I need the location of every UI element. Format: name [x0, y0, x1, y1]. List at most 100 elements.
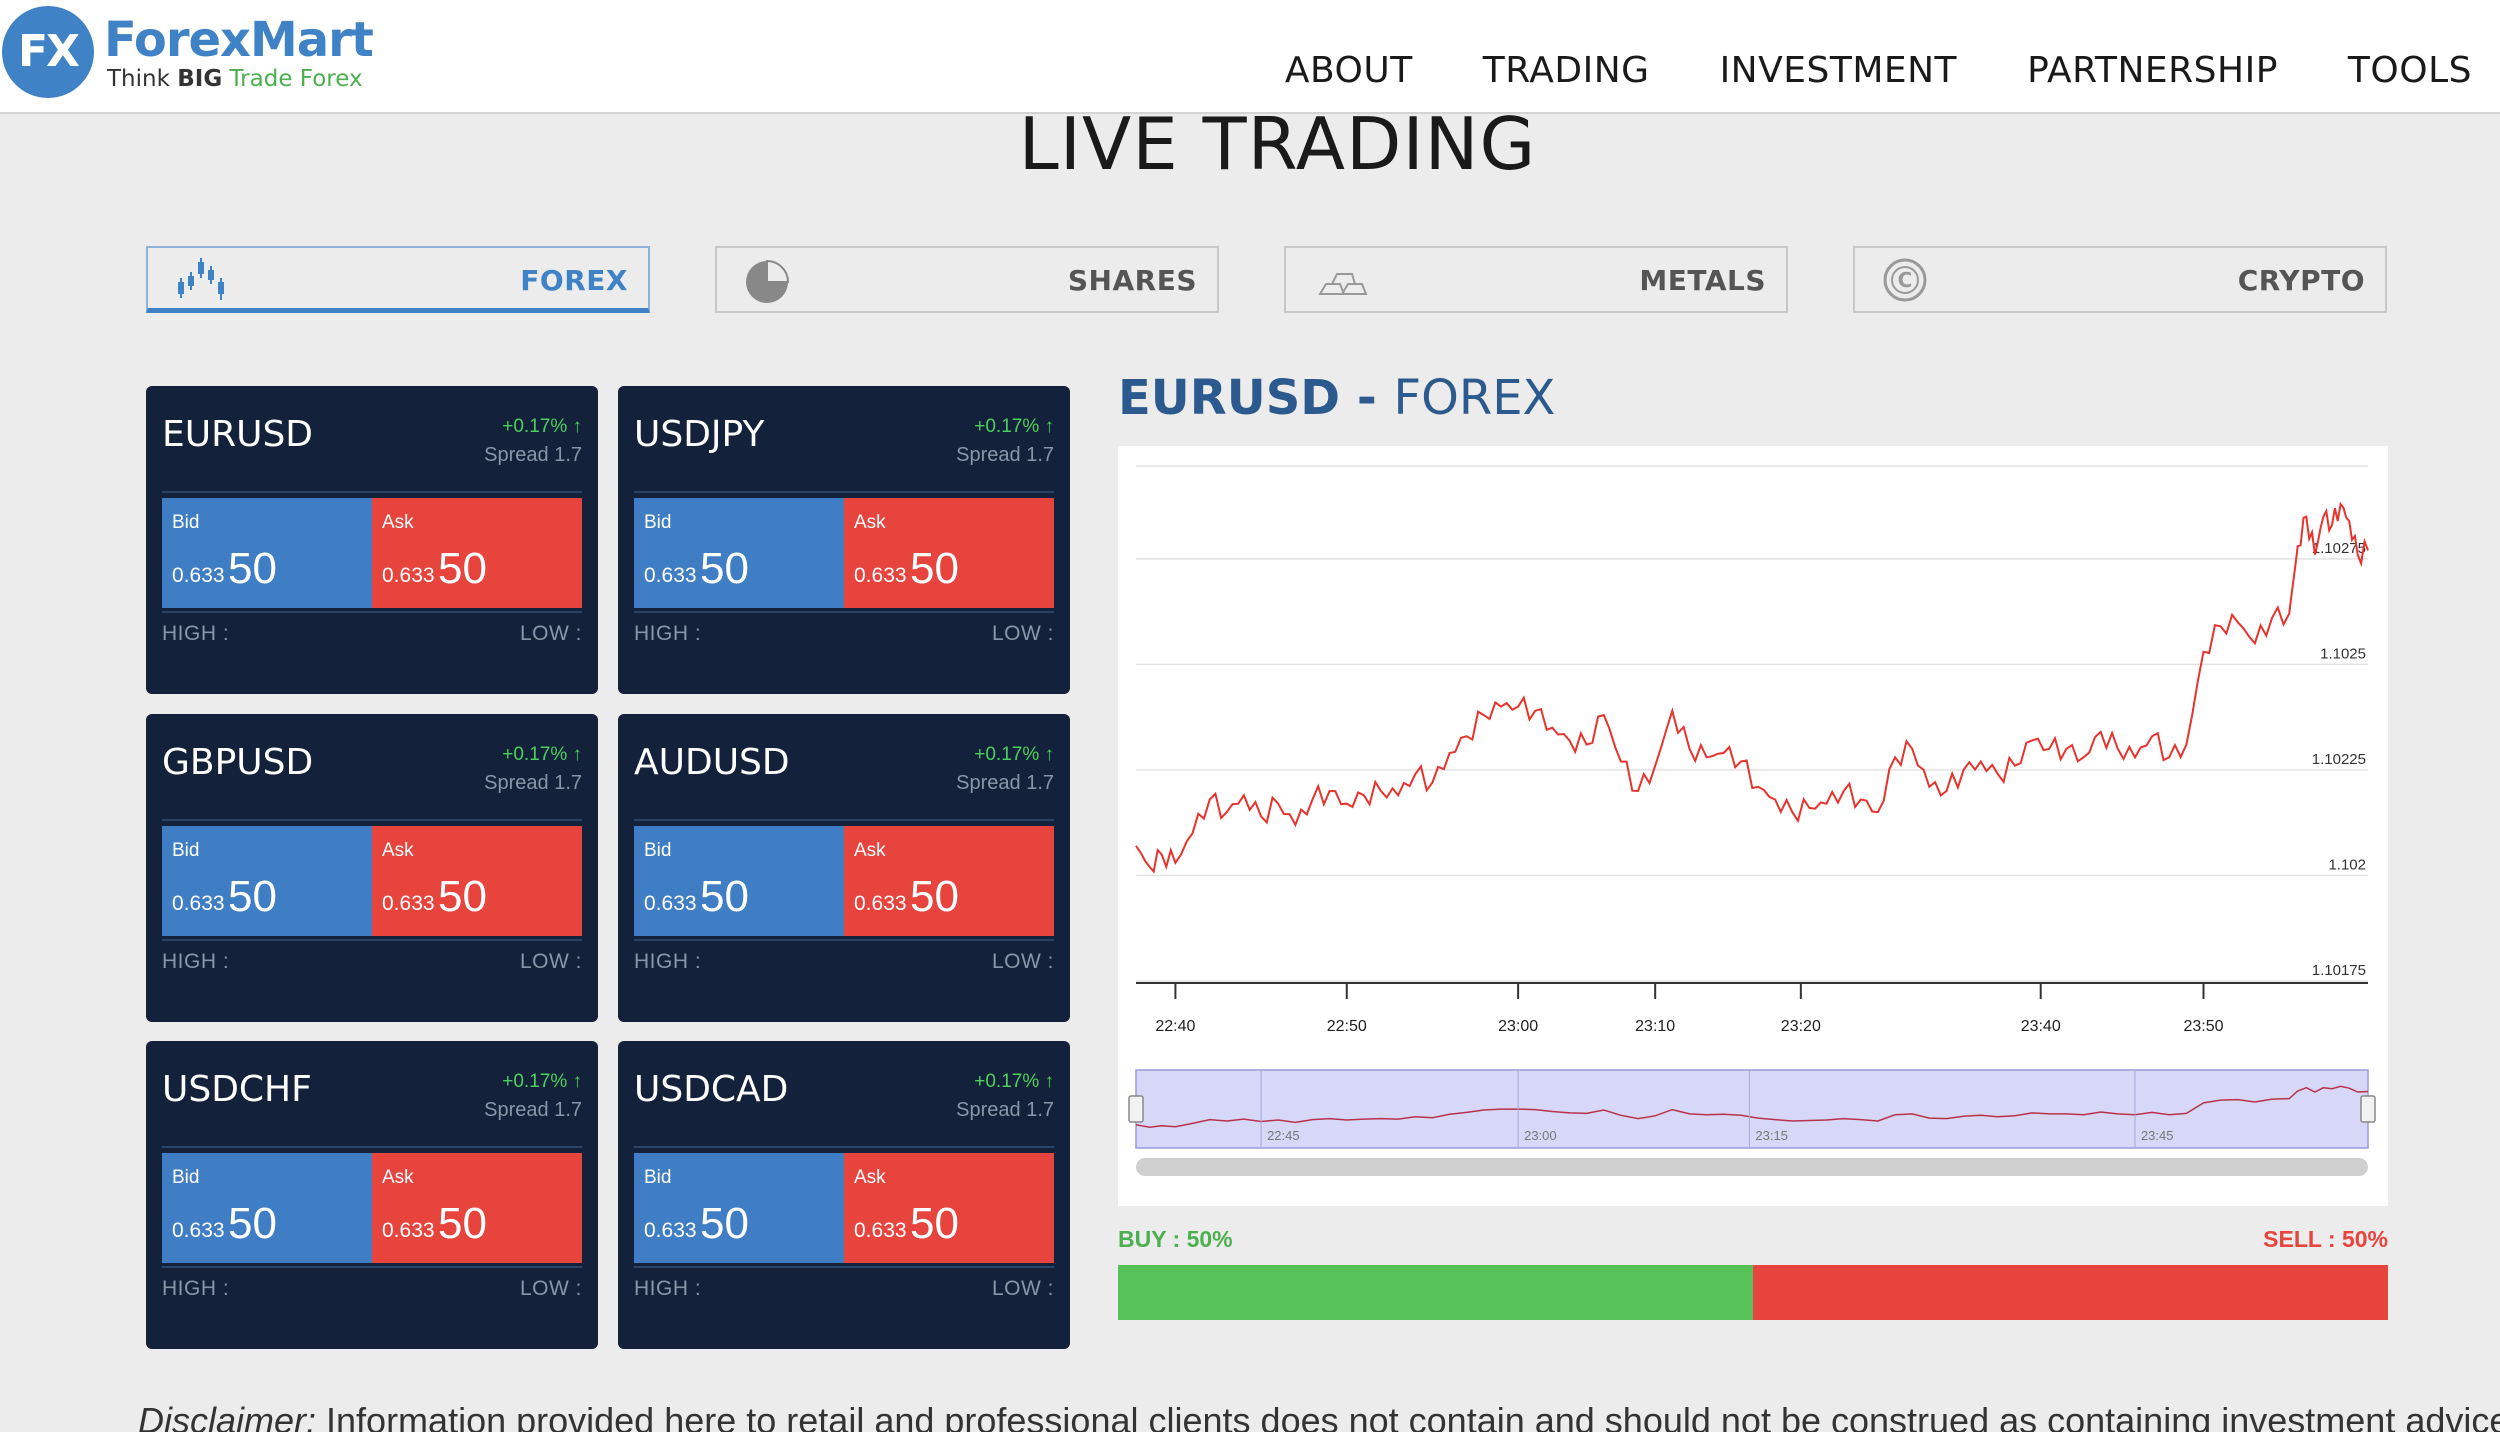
ask-button[interactable]: Ask 0.633 50	[844, 1153, 1054, 1263]
ask-button[interactable]: Ask 0.633 50	[844, 498, 1054, 608]
navigator-tick-label: 23:00	[1524, 1128, 1557, 1143]
bid-button[interactable]: Bid 0.633 50	[162, 1153, 372, 1263]
y-tick-label: 1.102	[2328, 856, 2366, 873]
divider	[634, 1146, 1054, 1148]
quote-card-gbpusd[interactable]: GBPUSD +0.17% ↑ Spread 1.7 Bid 0.633 50 Ask 0.6…	[146, 714, 598, 1022]
bid-button[interactable]: Bid 0.633 50	[162, 826, 372, 936]
low-label: LOW :	[991, 622, 1054, 645]
nav-item-investment[interactable]: INVESTMENT	[1719, 50, 1958, 91]
divider	[162, 1266, 582, 1268]
low-label: LOW :	[519, 1277, 582, 1300]
bid-button[interactable]: Bid 0.633 50	[634, 1153, 844, 1263]
low-label: LOW :	[991, 1277, 1054, 1300]
change-percent: +0.17% ↑	[974, 1071, 1054, 1092]
x-tick-label: 22:40	[1155, 1018, 1195, 1035]
spread-value: Spread 1.7	[956, 444, 1054, 466]
main-nav: ABOUT TRADING INVESTMENT PARTNERSHIP TOO…	[1285, 50, 2472, 91]
spread-value: Spread 1.7	[484, 772, 582, 794]
crypto-coin-icon: C	[1883, 258, 1927, 302]
ask-button[interactable]: Ask 0.633 50	[372, 498, 582, 608]
navigator-scrollbar[interactable]	[1136, 1158, 2368, 1176]
divider	[634, 491, 1054, 493]
bid-button[interactable]: Bid 0.633 50	[634, 498, 844, 608]
bid-price-pips: 50	[700, 872, 749, 921]
pair-name: USDJPY	[634, 414, 765, 455]
quote-card-eurusd[interactable]: EURUSD +0.17% ↑ Spread 1.7 Bid 0.633 50 Ask 0.6…	[146, 386, 598, 694]
navigator-window	[1135, 1069, 2369, 1149]
disclaimer-lead: Disclaimer:	[138, 1400, 317, 1432]
quote-card-usdjpy[interactable]: USDJPY +0.17% ↑ Spread 1.7 Bid 0.633 50 Ask 0.6…	[618, 386, 1070, 694]
logo-tagline: Think BIG Trade Forex	[107, 66, 363, 92]
tab-forex[interactable]: FOREX	[146, 246, 650, 313]
navigator-right-handle[interactable]	[2360, 1095, 2376, 1123]
bid-price-prefix: 0.633	[172, 564, 225, 587]
divider	[634, 939, 1054, 941]
candlestick-icon	[178, 258, 224, 300]
bid-label: Bid	[172, 1167, 200, 1188]
nav-item-trading[interactable]: TRADING	[1482, 50, 1650, 91]
bid-price-prefix: 0.633	[644, 1219, 697, 1242]
ask-price-prefix: 0.633	[854, 892, 907, 915]
bid-button[interactable]: Bid 0.633 50	[162, 498, 372, 608]
tab-metals[interactable]: METALS	[1284, 246, 1788, 313]
high-label: HIGH :	[162, 622, 230, 645]
bid-price-pips: 50	[700, 1199, 749, 1248]
nav-item-tools[interactable]: TOOLS	[2347, 50, 2472, 91]
divider	[634, 1266, 1054, 1268]
bid-label: Bid	[172, 840, 200, 861]
tab-label: CRYPTO	[2237, 264, 2365, 297]
nav-item-partnership[interactable]: PARTNERSHIP	[2027, 50, 2278, 91]
ask-label: Ask	[854, 1167, 886, 1188]
logo-mark[interactable]: FX	[2, 6, 94, 98]
ask-label: Ask	[382, 840, 414, 861]
bid-label: Bid	[644, 512, 672, 533]
tab-shares[interactable]: SHARES	[715, 246, 1219, 313]
ask-button[interactable]: Ask 0.633 50	[844, 826, 1054, 936]
ask-price-prefix: 0.633	[854, 564, 907, 587]
ask-price-pips: 50	[438, 544, 487, 593]
tab-label: FOREX	[520, 264, 628, 297]
x-tick-label: 23:50	[2183, 1018, 2223, 1035]
chart-title-market: FOREX	[1393, 370, 1556, 426]
x-tick-label: 23:20	[1781, 1018, 1821, 1035]
nav-item-about[interactable]: ABOUT	[1284, 50, 1413, 91]
ask-button[interactable]: Ask 0.633 50	[372, 826, 582, 936]
quote-card-audusd[interactable]: AUDUSD +0.17% ↑ Spread 1.7 Bid 0.633 50 Ask 0.6…	[618, 714, 1070, 1022]
high-label: HIGH :	[634, 1277, 702, 1300]
price-chart-svg[interactable]: 1.10175 1.102 1.10225 1.1025 1.10275 22:40 22:…	[1118, 446, 2388, 1206]
high-label: HIGH :	[162, 1277, 230, 1300]
navigator-left-handle[interactable]	[1128, 1095, 1144, 1123]
bid-price-pips: 50	[228, 872, 277, 921]
y-tick-label: 1.10225	[2312, 751, 2366, 768]
quote-card-usdcad[interactable]: USDCAD +0.17% ↑ Spread 1.7 Bid 0.633 50 Ask 0.6…	[618, 1041, 1070, 1349]
divider	[162, 491, 582, 493]
logo-name[interactable]: ForexMart	[104, 12, 374, 68]
tab-crypto[interactable]: C CRYPTO	[1853, 246, 2387, 313]
x-tick-label: 23:40	[2021, 1018, 2061, 1035]
ask-price-prefix: 0.633	[854, 1219, 907, 1242]
low-label: LOW :	[519, 622, 582, 645]
change-percent: +0.17% ↑	[502, 744, 582, 765]
gold-bars-icon	[1318, 273, 1368, 295]
tagline-think: Think	[107, 66, 170, 92]
ask-label: Ask	[382, 512, 414, 533]
quote-card-usdchf[interactable]: USDCHF +0.17% ↑ Spread 1.7 Bid 0.633 50 Ask 0.6…	[146, 1041, 598, 1349]
divider	[162, 939, 582, 941]
bid-price-prefix: 0.633	[644, 892, 697, 915]
navigator-line	[1135, 1085, 2369, 1128]
navigator-tick-label: 23:15	[1755, 1128, 1788, 1143]
pie-chart-icon	[746, 259, 790, 303]
bid-button[interactable]: Bid 0.633 50	[634, 826, 844, 936]
ask-price-pips: 50	[438, 872, 487, 921]
ask-price-prefix: 0.633	[382, 892, 435, 915]
navigator-tick-label: 22:45	[1267, 1128, 1300, 1143]
ask-price-pips: 50	[910, 1199, 959, 1248]
ask-button[interactable]: Ask 0.633 50	[372, 1153, 582, 1263]
x-tick-label: 23:00	[1498, 1018, 1538, 1035]
buy-sentiment-fill	[1118, 1265, 1753, 1320]
price-chart[interactable]: 1.10175 1.102 1.10225 1.1025 1.10275 22:40 22:…	[1118, 446, 2388, 1206]
navigator-tick-label: 23:45	[2141, 1128, 2174, 1143]
chart-title-pair: EURUSD	[1118, 370, 1341, 426]
low-label: LOW :	[991, 950, 1054, 973]
ask-label: Ask	[854, 512, 886, 533]
